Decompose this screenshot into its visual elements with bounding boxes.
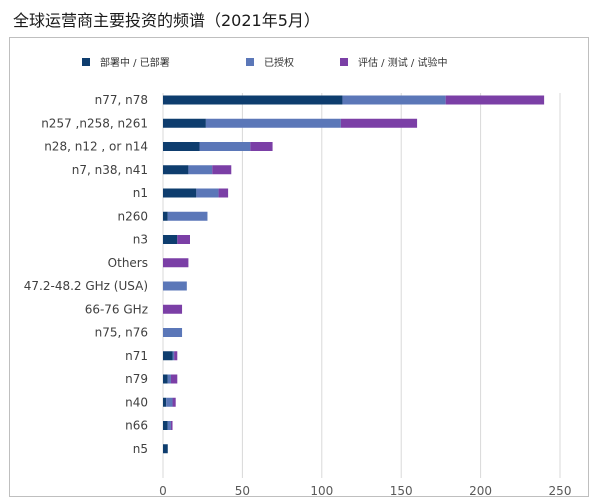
stacked-bar-chart: 部署中 / 已部署 已授权 评估 / 测试 / 试验中 n77, n78 n257 ,… (24, 56, 572, 498)
chart-frame: 部署中 / 已部署 已授权 评估 / 测试 / 试验中 n77, n78 n257 ,… (9, 37, 589, 498)
x-tick-label-250: 250 (549, 484, 572, 498)
bar-n77-n78-series-3 (445, 95, 545, 105)
bar-n3-series-3 (177, 235, 190, 244)
category-labels: n77, n78 n257 ,n258, n261 n28, n12 , or n1… (24, 93, 148, 456)
legend-swatch-2 (246, 58, 254, 66)
bar-n75-n76-series-2 (163, 328, 183, 337)
legend-label-2: 已授权 (264, 56, 294, 69)
bar-n66-series-1 (163, 421, 168, 430)
bar-n79-series-1 (163, 374, 168, 384)
category-label-66-76-ghz: 66-76 GHz (85, 302, 148, 316)
bar-n1-series-2 (196, 188, 219, 198)
x-tick-labels: 0 50 100 150 200 250 (159, 484, 571, 498)
x-tick-label-0: 0 (159, 484, 167, 498)
category-label-n5: n5 (133, 442, 148, 456)
category-label-47-2-48-2-ghz-usa: 47.2-48.2 GHz (USA) (24, 279, 148, 293)
bar-n7-n38-n41-series-3 (212, 165, 232, 175)
category-label-others: Others (108, 256, 148, 270)
bar-n79-series-3 (170, 374, 178, 384)
category-label-n7-n38-n41: n7, n38, n41 (72, 163, 148, 177)
bar-n7-n38-n41-series-2 (188, 165, 213, 175)
bar-n28-n12-or-n14-series-2 (199, 142, 251, 151)
category-label-n75-n76: n75, n76 (95, 326, 148, 340)
x-tick-label-200: 200 (469, 484, 492, 498)
bar-n257-n258-n261-series-1 (163, 118, 206, 128)
bar-n257-n258-n261-series-3 (340, 118, 418, 128)
bar-n71-series-3 (174, 351, 178, 361)
bar-others-series-3 (163, 258, 189, 268)
bar-n3-series-1 (163, 235, 178, 244)
x-tick-label-100: 100 (310, 484, 333, 498)
category-label-n260: n260 (117, 209, 148, 223)
legend: 部署中 / 已部署 已授权 评估 / 测试 / 试验中 (82, 56, 447, 69)
category-label-n1: n1 (133, 186, 148, 200)
bar-n5-series-1 (163, 444, 168, 454)
x-tick-label-150: 150 (390, 484, 413, 498)
bar-n40-series-1 (163, 397, 167, 407)
bar-47-2-48-2-ghz-usa-series-2 (163, 281, 187, 291)
legend-swatch-1 (82, 58, 90, 66)
bar-n7-n38-n41-series-1 (163, 165, 189, 175)
bar-n40-series-2 (166, 397, 173, 407)
bar-n71-series-2 (172, 351, 175, 361)
bar-n260-series-2 (167, 211, 208, 221)
category-label-n3: n3 (133, 233, 148, 247)
bar-n260-series-1 (163, 211, 168, 221)
bars (163, 95, 545, 454)
category-label-n257-n258-n261: n257 ,n258, n261 (41, 116, 148, 130)
legend-swatch-3 (340, 58, 348, 66)
legend-label-3: 评估 / 测试 / 试验中 (358, 56, 447, 69)
bar-n77-n78-series-2 (342, 95, 446, 105)
bar-n66-series-2 (167, 421, 171, 430)
bar-n66-series-3 (170, 421, 173, 430)
bar-n40-series-3 (172, 397, 176, 407)
bar-n77-n78-series-1 (163, 95, 343, 105)
category-label-n77-n78: n77, n78 (95, 93, 148, 107)
category-label-n79: n79 (125, 372, 148, 386)
category-label-n40: n40 (125, 395, 148, 409)
bar-n71-series-1 (163, 351, 173, 361)
bar-n28-n12-or-n14-series-1 (163, 142, 200, 151)
x-tick-label-50: 50 (235, 484, 250, 498)
grid-lines (162, 93, 561, 478)
category-label-n28-n12-or-n14: n28, n12 , or n14 (44, 140, 148, 154)
bar-n79-series-2 (167, 374, 171, 384)
page-title: 全球运营商主要投资的频谱（2021年5月） (13, 11, 320, 30)
bar-66-76-ghz-series-3 (163, 304, 183, 314)
legend-label-1: 部署中 / 已部署 (100, 56, 170, 69)
bar-n257-n258-n261-series-2 (205, 118, 341, 128)
bar-n1-series-1 (163, 188, 197, 198)
bar-n1-series-3 (218, 188, 229, 198)
category-label-n66: n66 (125, 419, 148, 433)
category-label-n71: n71 (125, 349, 148, 363)
bar-n28-n12-or-n14-series-3 (250, 142, 273, 151)
